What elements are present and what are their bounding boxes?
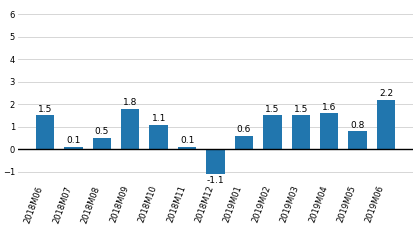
Text: 0.1: 0.1 [180, 136, 194, 146]
Text: 1.5: 1.5 [294, 105, 308, 114]
Bar [36, 116, 54, 149]
Text: 0.5: 0.5 [95, 127, 109, 136]
Bar [149, 124, 168, 149]
Text: 0.8: 0.8 [350, 121, 365, 130]
Text: -1.1: -1.1 [207, 176, 224, 185]
Text: 2.2: 2.2 [379, 89, 393, 98]
Text: 0.1: 0.1 [66, 136, 81, 146]
Bar [377, 100, 395, 149]
Bar [178, 147, 196, 149]
Bar [64, 147, 83, 149]
Bar [263, 116, 282, 149]
Bar [235, 136, 253, 149]
Text: 1.5: 1.5 [38, 105, 52, 114]
Bar [206, 149, 225, 174]
Bar [348, 131, 367, 149]
Text: 1.8: 1.8 [123, 98, 137, 107]
Bar [292, 116, 310, 149]
Bar [320, 113, 338, 149]
Bar [93, 138, 111, 149]
Bar [121, 109, 139, 149]
Text: 1.5: 1.5 [265, 105, 280, 114]
Text: 0.6: 0.6 [237, 125, 251, 134]
Text: 1.1: 1.1 [151, 114, 166, 123]
Text: 1.6: 1.6 [322, 103, 337, 112]
